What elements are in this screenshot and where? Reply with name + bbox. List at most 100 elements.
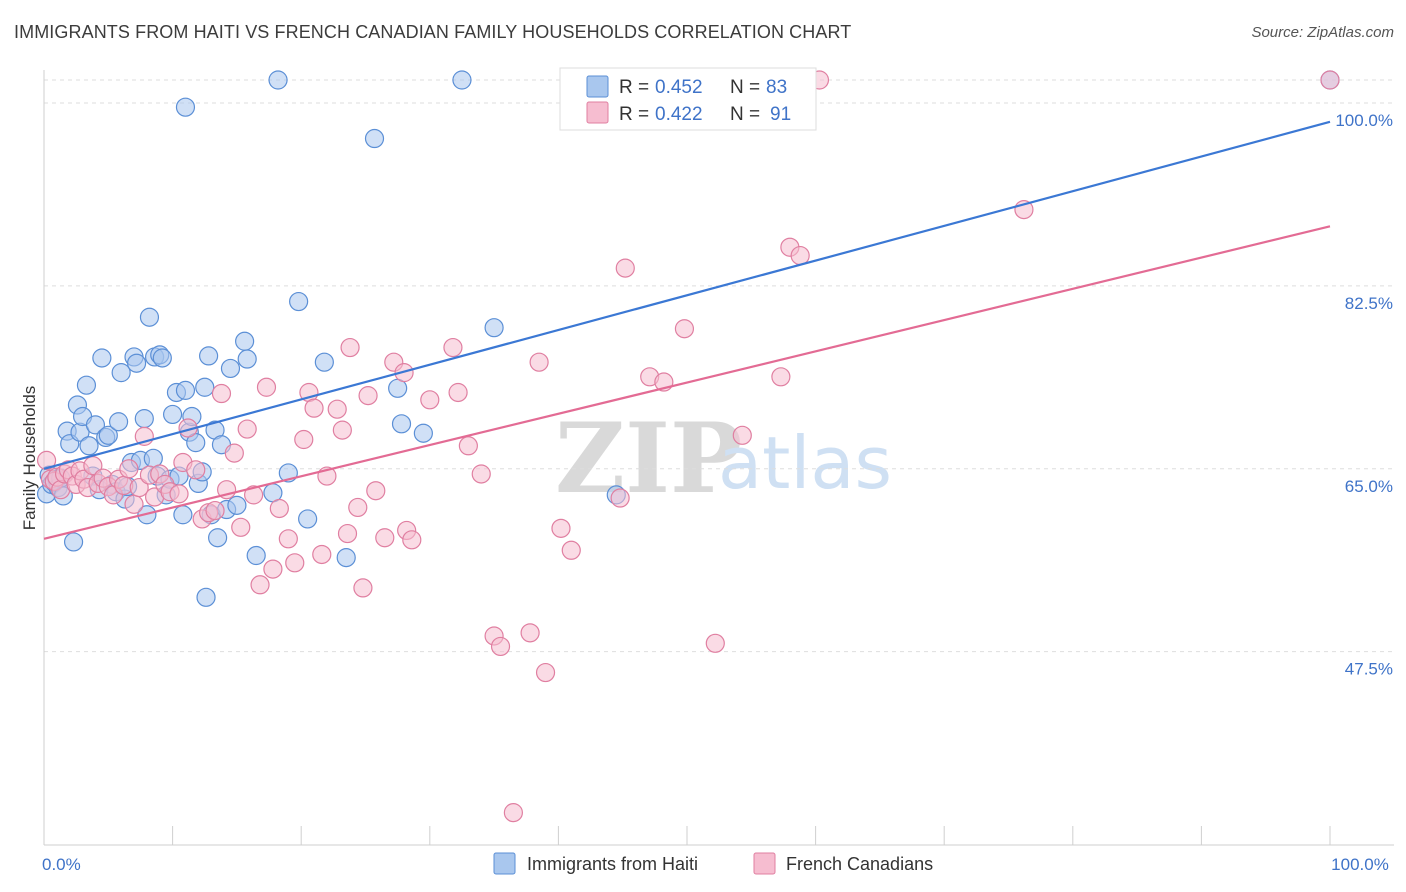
data-point[interactable] bbox=[294, 429, 314, 450]
data-point[interactable] bbox=[119, 459, 139, 479]
data-point[interactable] bbox=[348, 497, 368, 518]
data-point[interactable] bbox=[610, 488, 630, 508]
data-point[interactable] bbox=[278, 529, 298, 549]
data-point[interactable] bbox=[85, 415, 106, 435]
data-point[interactable] bbox=[337, 523, 358, 544]
data-point[interactable] bbox=[250, 575, 270, 595]
watermark: ZIP atlas bbox=[555, 402, 892, 515]
data-point[interactable] bbox=[268, 70, 288, 90]
data-point[interactable] bbox=[304, 398, 324, 418]
data-point[interactable] bbox=[205, 500, 225, 521]
data-point[interactable] bbox=[196, 587, 216, 607]
data-point[interactable] bbox=[312, 544, 332, 565]
legend-r-label: R = bbox=[619, 104, 649, 125]
data-point[interactable] bbox=[111, 363, 131, 383]
data-point[interactable] bbox=[420, 390, 440, 410]
data-point[interactable] bbox=[484, 318, 504, 338]
y-tick-label: 82.5% bbox=[1345, 294, 1393, 313]
data-point[interactable] bbox=[129, 477, 149, 498]
data-point[interactable] bbox=[336, 548, 356, 568]
data-point[interactable] bbox=[413, 423, 433, 443]
data-point[interactable] bbox=[448, 382, 468, 403]
bottom-legend-item-french-canadians[interactable]: French Canadians bbox=[753, 852, 933, 875]
data-point[interactable] bbox=[732, 425, 752, 445]
data-point[interactable] bbox=[173, 505, 193, 525]
data-point[interactable] bbox=[227, 495, 247, 515]
data-point[interactable] bbox=[551, 518, 571, 538]
data-point[interactable] bbox=[235, 331, 255, 351]
data-point[interactable] bbox=[76, 375, 97, 395]
data-point[interactable] bbox=[1320, 70, 1340, 90]
data-point[interactable] bbox=[36, 450, 57, 471]
legend-item-french-canadians[interactable]: R = 0.422 N = 91 bbox=[586, 101, 791, 125]
data-point[interactable] bbox=[195, 377, 215, 397]
data-point[interactable] bbox=[289, 291, 309, 312]
data-point[interactable] bbox=[358, 386, 378, 406]
data-point[interactable] bbox=[771, 367, 791, 387]
data-point[interactable] bbox=[134, 409, 154, 429]
data-point[interactable] bbox=[452, 70, 472, 90]
data-point[interactable] bbox=[285, 553, 305, 573]
data-point[interactable] bbox=[244, 485, 264, 505]
data-point[interactable] bbox=[231, 517, 251, 537]
data-point[interactable] bbox=[79, 436, 99, 456]
data-point[interactable] bbox=[535, 662, 556, 683]
data-point[interactable] bbox=[124, 494, 144, 514]
data-point[interactable] bbox=[92, 348, 112, 368]
chart-title: IMMIGRANTS FROM HAITI VS FRENCH CANADIAN… bbox=[14, 22, 852, 42]
data-point[interactable] bbox=[366, 481, 386, 501]
data-point[interactable] bbox=[705, 633, 725, 653]
data-point[interactable] bbox=[615, 258, 635, 278]
data-point[interactable] bbox=[175, 380, 196, 400]
data-point[interactable] bbox=[186, 460, 206, 480]
watermark-zip: ZIP bbox=[555, 402, 742, 515]
legend-n-value: 91 bbox=[770, 104, 791, 125]
data-point[interactable] bbox=[298, 509, 318, 529]
legend-swatch-haiti bbox=[586, 75, 609, 98]
data-point[interactable] bbox=[224, 443, 244, 463]
data-point[interactable] bbox=[503, 803, 523, 823]
data-point[interactable] bbox=[139, 307, 160, 327]
data-point[interactable] bbox=[458, 436, 478, 456]
data-point[interactable] bbox=[353, 578, 373, 598]
data-point[interactable] bbox=[269, 498, 289, 519]
data-point[interactable] bbox=[246, 545, 266, 566]
series-french-canadians bbox=[36, 70, 1340, 823]
data-point[interactable] bbox=[490, 636, 511, 657]
data-point[interactable] bbox=[332, 420, 352, 440]
data-point[interactable] bbox=[199, 346, 219, 366]
bottom-legend-item-haiti[interactable]: Immigrants from Haiti bbox=[493, 852, 698, 875]
data-point[interactable] bbox=[256, 377, 277, 397]
data-point[interactable] bbox=[211, 383, 232, 404]
legend-item-haiti[interactable]: R = 0.452 N = 83 bbox=[586, 75, 787, 98]
data-point[interactable] bbox=[314, 352, 334, 372]
data-point[interactable] bbox=[340, 337, 360, 358]
data-point[interactable] bbox=[175, 97, 196, 117]
data-point[interactable] bbox=[98, 425, 118, 445]
data-point[interactable] bbox=[126, 353, 147, 373]
data-point[interactable] bbox=[63, 532, 84, 552]
data-point[interactable] bbox=[263, 559, 283, 579]
data-point[interactable] bbox=[163, 404, 183, 425]
data-point[interactable] bbox=[471, 464, 491, 484]
data-point[interactable] bbox=[108, 412, 129, 432]
data-point[interactable] bbox=[520, 623, 540, 643]
data-point[interactable] bbox=[402, 530, 422, 550]
data-point[interactable] bbox=[561, 540, 581, 560]
data-point[interactable] bbox=[152, 348, 172, 368]
data-point[interactable] bbox=[169, 484, 189, 504]
data-point[interactable] bbox=[364, 128, 385, 149]
data-point[interactable] bbox=[790, 245, 810, 266]
data-point[interactable] bbox=[529, 352, 549, 372]
data-point[interactable] bbox=[674, 319, 695, 339]
data-point[interactable] bbox=[375, 528, 395, 548]
data-point[interactable] bbox=[391, 414, 412, 434]
data-point[interactable] bbox=[208, 528, 228, 548]
data-point[interactable] bbox=[237, 349, 257, 369]
data-point[interactable] bbox=[237, 419, 257, 439]
data-point[interactable] bbox=[327, 399, 347, 419]
data-point[interactable] bbox=[220, 358, 241, 379]
bottom-legend-label-haiti: Immigrants from Haiti bbox=[527, 854, 698, 874]
data-point[interactable] bbox=[443, 337, 463, 358]
